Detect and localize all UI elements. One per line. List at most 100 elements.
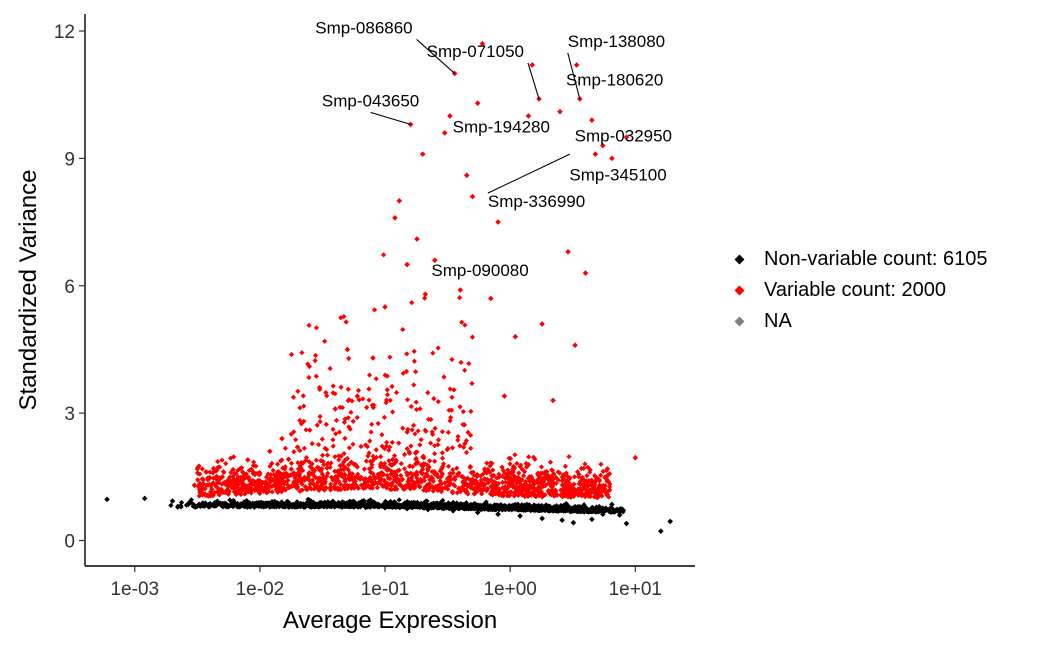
cloud-point xyxy=(319,466,325,472)
cloud-point xyxy=(562,508,569,514)
cloud-point xyxy=(527,482,533,488)
cloud-point xyxy=(383,400,389,406)
cloud-point xyxy=(586,493,592,499)
cloud-point xyxy=(475,483,481,489)
cloud-point xyxy=(313,474,319,481)
cloud-point xyxy=(333,417,340,423)
cloud-point xyxy=(499,473,505,479)
cloud-point xyxy=(500,467,506,474)
cloud-point xyxy=(558,492,564,498)
cloud-point xyxy=(213,476,219,482)
data-point xyxy=(559,517,565,523)
cloud-point xyxy=(445,429,451,435)
cloud-point xyxy=(335,487,341,493)
cloud-point xyxy=(378,475,384,481)
cloud-point xyxy=(565,492,572,498)
cloud-point xyxy=(288,351,295,358)
data-point xyxy=(609,155,615,162)
cloud-point xyxy=(198,489,204,495)
cloud-point xyxy=(234,502,240,508)
cloud-point xyxy=(413,406,420,413)
cloud-point xyxy=(285,482,291,488)
data-point xyxy=(632,454,639,461)
cloud-point xyxy=(355,503,361,509)
cloud-point xyxy=(472,501,478,507)
cloud-point xyxy=(253,463,259,469)
cloud-point xyxy=(315,478,322,484)
cloud-point xyxy=(370,453,376,459)
cloud-point xyxy=(487,491,494,497)
cloud-point xyxy=(408,403,414,410)
cloud-point xyxy=(429,429,435,435)
cloud-point xyxy=(559,478,565,484)
cloud-point xyxy=(411,348,417,354)
cloud-point xyxy=(347,426,353,432)
cloud-point xyxy=(396,482,403,488)
cloud-point xyxy=(409,300,415,306)
cloud-point xyxy=(469,476,475,482)
cloud-point xyxy=(454,465,460,471)
cloud-point xyxy=(582,494,588,500)
cloud-point xyxy=(221,469,227,475)
cloud-point xyxy=(248,466,254,472)
cloud-point xyxy=(555,477,562,483)
cloud-point xyxy=(305,361,311,367)
cloud-point xyxy=(412,431,418,437)
cloud-point xyxy=(425,465,431,472)
cloud-point xyxy=(255,470,261,477)
data-point xyxy=(279,502,285,509)
cloud-point xyxy=(297,479,304,485)
cloud-point xyxy=(367,469,374,475)
cloud-point xyxy=(384,387,390,393)
cloud-point xyxy=(230,466,236,473)
data-point xyxy=(487,295,494,302)
data-point xyxy=(572,342,578,348)
cloud-point xyxy=(327,487,334,493)
cloud-point xyxy=(415,502,422,508)
cloud-point xyxy=(560,505,566,511)
cloud-point xyxy=(469,380,475,387)
cloud-point xyxy=(320,458,326,464)
data-point xyxy=(589,516,595,523)
cloud-point xyxy=(259,503,266,509)
cloud-point xyxy=(228,469,234,476)
cloud-point xyxy=(532,456,538,462)
cloud-point xyxy=(579,493,585,499)
cloud-point xyxy=(447,470,453,476)
cloud-point xyxy=(413,456,419,462)
cloud-point xyxy=(606,494,612,500)
cloud-point xyxy=(346,424,352,430)
cloud-point xyxy=(444,504,450,510)
cloud-point xyxy=(391,473,397,480)
data-point xyxy=(525,113,532,119)
gene-label-leader xyxy=(527,62,540,100)
cloud-point xyxy=(360,396,366,402)
cloud-point xyxy=(566,476,572,483)
cloud-point xyxy=(326,500,333,506)
x-tick-label: 1e-01 xyxy=(361,579,410,600)
cloud-point xyxy=(542,492,548,498)
cloud-point xyxy=(537,470,544,476)
cloud-point xyxy=(308,500,314,506)
cloud-point xyxy=(540,479,546,485)
cloud-point xyxy=(309,461,315,467)
data-point xyxy=(229,501,235,507)
cloud-point xyxy=(381,446,388,452)
cloud-point xyxy=(374,501,380,507)
cloud-point xyxy=(331,483,337,490)
cloud-point xyxy=(528,507,534,513)
cloud-point xyxy=(566,454,572,460)
cloud-point xyxy=(240,480,246,486)
cloud-point xyxy=(406,476,412,482)
cloud-point xyxy=(593,490,599,497)
cloud-point xyxy=(213,473,220,479)
cloud-point xyxy=(291,449,297,455)
cloud-point xyxy=(274,473,280,479)
cloud-point xyxy=(520,507,527,513)
cloud-point xyxy=(545,472,551,479)
cloud-point xyxy=(414,472,420,478)
cloud-point xyxy=(563,486,569,492)
cloud-point xyxy=(213,481,220,487)
cloud-point xyxy=(401,486,408,492)
cloud-point xyxy=(518,485,524,491)
